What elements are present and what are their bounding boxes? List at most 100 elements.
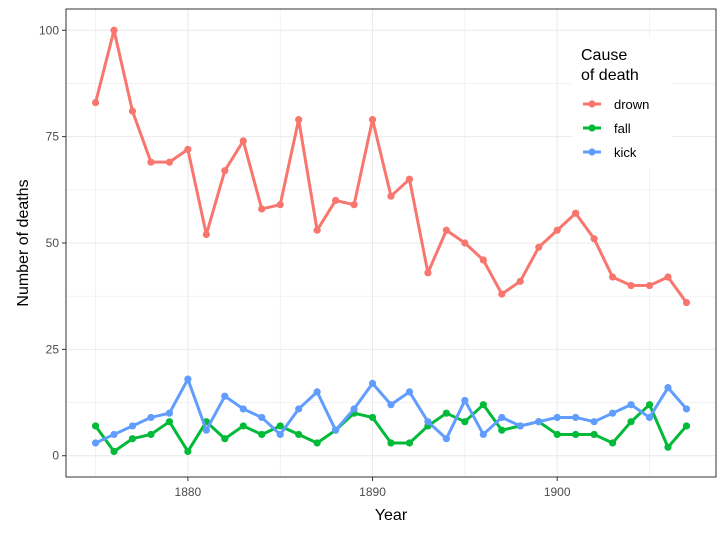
data-point-fall [442, 409, 450, 417]
data-point-kick [405, 388, 414, 396]
data-point-kick [572, 413, 580, 422]
data-point-drown [608, 273, 617, 281]
data-point-fall [461, 418, 469, 426]
data-point-kick [313, 388, 321, 396]
series-layer [91, 26, 691, 456]
axis-ticks: 0 25 50 75 100 1880 1890 1900 [39, 23, 571, 499]
data-point-drown [664, 273, 672, 281]
data-point-drown [184, 145, 192, 153]
data-point-kick [110, 430, 118, 439]
data-point-fall [91, 422, 100, 430]
legend: Cause of death drown fall kick [572, 38, 672, 168]
data-point-kick [387, 401, 395, 409]
legend-item-drown: drown [583, 97, 649, 112]
data-point-drown [258, 205, 266, 213]
data-point-fall [239, 422, 247, 430]
data-point-kick [627, 401, 635, 409]
legend-key-point [588, 100, 596, 108]
y-tick-label: 50 [46, 236, 60, 250]
data-point-kick [479, 430, 487, 439]
data-point-kick [498, 413, 506, 422]
y-tick-label: 100 [39, 23, 59, 37]
data-point-kick [368, 379, 377, 387]
data-point-drown [645, 281, 654, 290]
data-point-fall [221, 435, 229, 443]
series-kick [91, 375, 691, 447]
data-point-kick [645, 413, 654, 422]
y-tick-label: 0 [52, 449, 59, 463]
data-point-kick [535, 418, 543, 426]
x-tick-label: 1900 [544, 485, 571, 499]
data-point-drown [405, 175, 414, 183]
data-point-kick [239, 405, 247, 413]
data-point-kick [147, 413, 155, 422]
data-point-fall [110, 447, 118, 456]
data-point-drown [202, 230, 210, 239]
data-point-drown [165, 158, 174, 166]
x-axis-title: Year [375, 507, 408, 524]
legend-item-kick: kick [583, 145, 637, 160]
data-point-drown [516, 277, 524, 285]
data-point-drown [535, 243, 543, 251]
legend-title: Cause [581, 47, 627, 64]
data-point-fall [313, 439, 321, 447]
data-point-kick [553, 413, 561, 422]
y-tick-label: 75 [46, 130, 60, 144]
data-point-fall [553, 430, 561, 439]
data-point-kick [424, 418, 432, 426]
data-point-drown [147, 158, 155, 166]
data-point-fall [405, 439, 414, 447]
legend-title: of death [581, 67, 639, 84]
data-point-drown [442, 226, 450, 234]
data-point-kick [516, 422, 524, 430]
data-point-kick [258, 413, 266, 422]
data-point-fall [128, 435, 137, 443]
data-point-drown [461, 239, 469, 247]
data-point-fall [368, 413, 377, 422]
x-tick-label: 1890 [359, 485, 386, 499]
data-point-drown [110, 26, 118, 34]
data-point-fall [147, 430, 155, 439]
data-point-fall [276, 422, 284, 430]
series-drown [91, 26, 691, 307]
data-point-drown [276, 201, 284, 209]
data-point-drown [221, 167, 229, 175]
y-axis-title: Number of deaths [15, 179, 32, 306]
legend-key-point [588, 124, 596, 132]
data-point-drown [627, 281, 635, 290]
data-point-fall [590, 430, 598, 439]
data-point-kick [184, 375, 192, 383]
data-point-fall [387, 439, 395, 447]
data-point-drown [387, 192, 395, 200]
data-point-kick [682, 405, 691, 413]
data-point-drown [572, 209, 580, 217]
data-point-drown [350, 201, 358, 209]
data-point-drown [91, 99, 100, 107]
y-tick-label: 25 [46, 342, 60, 356]
data-point-kick [461, 396, 469, 405]
data-point-drown [553, 226, 561, 234]
data-point-fall [498, 426, 506, 434]
data-point-fall [295, 430, 303, 439]
data-point-kick [608, 409, 617, 417]
legend-key-point [588, 148, 596, 156]
legend-label: drown [614, 97, 649, 112]
data-point-drown [424, 269, 432, 277]
data-point-fall [645, 401, 654, 409]
data-point-drown [295, 116, 303, 124]
data-point-kick [664, 384, 672, 392]
data-point-kick [295, 405, 303, 413]
data-point-drown [498, 290, 506, 298]
data-point-fall [608, 439, 617, 447]
data-point-drown [332, 196, 340, 205]
data-point-fall [627, 418, 635, 426]
legend-label: fall [614, 121, 631, 136]
data-point-drown [368, 116, 377, 124]
data-point-drown [590, 235, 598, 243]
data-point-fall [682, 422, 691, 430]
data-point-kick [91, 439, 100, 447]
data-point-fall [664, 443, 672, 451]
data-point-drown [239, 137, 247, 145]
